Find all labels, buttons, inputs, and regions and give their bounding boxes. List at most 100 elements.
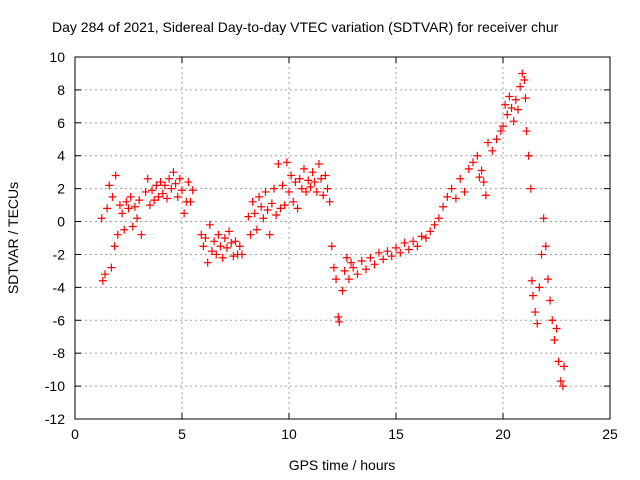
data-point (143, 174, 152, 183)
data-point (548, 316, 557, 325)
y-tick-label: -2 (53, 246, 66, 262)
data-point (282, 158, 291, 167)
data-point (456, 174, 465, 183)
data-point (535, 283, 544, 292)
data-point (154, 192, 163, 201)
plot-frame (74, 56, 611, 420)
data-point (334, 312, 343, 321)
data-point (197, 230, 206, 239)
data-point (349, 263, 358, 272)
data-point (353, 270, 362, 279)
data-point (533, 319, 542, 328)
data-point (261, 187, 270, 196)
data-point (314, 159, 323, 168)
data-point (475, 173, 484, 182)
data-point (235, 242, 244, 251)
data-point (338, 286, 347, 295)
data-point (550, 336, 559, 345)
data-point (237, 250, 246, 259)
data-point (210, 237, 219, 246)
data-point (278, 181, 287, 190)
data-point (229, 252, 238, 261)
data-point (220, 234, 229, 242)
data-point (274, 159, 283, 168)
data-point (110, 242, 119, 251)
x-tick-label: 20 (495, 426, 511, 442)
data-point (118, 209, 127, 218)
data-point (175, 174, 184, 183)
data-point (499, 122, 507, 131)
data-point (152, 181, 161, 190)
data-point (287, 171, 296, 180)
data-point (207, 247, 216, 256)
data-point (216, 242, 225, 251)
data-point (285, 187, 293, 196)
data-point (524, 151, 533, 160)
data-point (150, 196, 159, 205)
data-point (366, 253, 375, 262)
data-point (145, 201, 154, 210)
data-point (329, 263, 338, 272)
y-tick-label: -8 (53, 345, 66, 361)
data-point (250, 209, 259, 218)
data-point (319, 191, 328, 200)
data-point (347, 258, 356, 267)
data-point (126, 192, 135, 201)
data-point (509, 117, 518, 126)
data-point (379, 255, 388, 264)
data-point (97, 214, 106, 223)
data-point (404, 245, 413, 254)
data-point (148, 186, 157, 195)
data-point (128, 222, 137, 231)
data-point (248, 197, 257, 206)
y-axis-ticks: -12 -10 -8 -6 -4 -2 0 2 4 6 8 10 (45, 49, 610, 427)
data-point (295, 174, 304, 183)
data-point (434, 214, 443, 223)
data-point (344, 275, 353, 284)
data-point (484, 138, 493, 147)
data-point (539, 214, 548, 223)
data-point (460, 187, 469, 196)
data-point (521, 94, 530, 103)
x-axis-label: GPS time / hours (289, 457, 396, 473)
data-point (103, 204, 112, 213)
y-tick-label: 10 (49, 49, 65, 65)
data-point (518, 69, 527, 78)
x-tick-label: 10 (281, 426, 297, 442)
data-point (113, 230, 122, 239)
data-point (417, 232, 426, 241)
data-point (227, 238, 236, 247)
data-point (413, 242, 422, 251)
data-point (312, 187, 321, 196)
data-point (308, 168, 317, 177)
data-point (130, 202, 139, 211)
data-point (141, 187, 150, 196)
data-point (526, 184, 535, 193)
y-tick-label: 4 (57, 148, 65, 164)
data-point (505, 92, 514, 101)
data-point (167, 184, 176, 193)
data-point (370, 260, 379, 269)
data-point (492, 135, 501, 144)
data-point (135, 196, 144, 205)
data-point (426, 227, 435, 236)
data-point (178, 186, 186, 195)
chart-title: Day 284 of 2021, Sidereal Day-to-day VTE… (52, 19, 559, 35)
data-point (527, 276, 536, 285)
data-point (158, 189, 167, 198)
data-point (342, 253, 351, 262)
data-point (473, 151, 482, 160)
data-point (374, 248, 383, 257)
data-point (203, 258, 212, 267)
y-tick-label: -4 (53, 279, 66, 295)
data-point (267, 199, 276, 208)
data-point (297, 184, 306, 193)
y-tick-label: 6 (57, 115, 65, 131)
data-point (246, 230, 255, 239)
data-point (156, 178, 165, 187)
y-tick-label: -12 (45, 411, 65, 427)
data-point (503, 110, 512, 119)
data-point (522, 127, 531, 136)
data-point (421, 234, 430, 242)
